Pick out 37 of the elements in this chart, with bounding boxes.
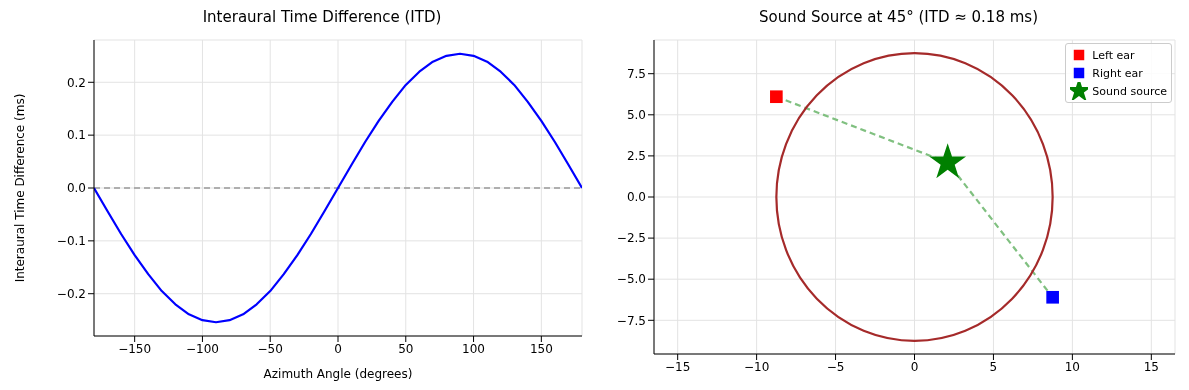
x-tick-label: −5 [826, 359, 845, 374]
x-axis-title: Azimuth Angle (degrees) [263, 367, 413, 381]
x-tick-label: −10 [743, 359, 770, 374]
x-tick-label: 150 [529, 341, 553, 356]
y-tick-label: 5.0 [626, 108, 646, 123]
x-tick-label: 50 [398, 341, 414, 356]
x-tick-label: −15 [665, 359, 691, 374]
y-tick-label: −0.1 [56, 234, 86, 249]
legend-label: Sound source [1092, 84, 1167, 98]
point [770, 90, 783, 104]
point [929, 143, 967, 179]
x-tick-label: −50 [257, 341, 283, 356]
y-tick-label: 0.1 [66, 128, 86, 143]
x-tick-label: 5 [989, 359, 998, 374]
y-tick-label: 0.0 [66, 181, 86, 196]
x-tick-label: −100 [185, 341, 219, 356]
legend-label: Right ear [1092, 66, 1143, 80]
chart-title: Interaural Time Difference (ITD) [201, 8, 443, 28]
y-tick-label: −5.0 [616, 272, 646, 287]
line-series [94, 52, 582, 324]
x-tick-label: 0 [910, 359, 919, 374]
x-tick-label: 10 [1064, 359, 1081, 374]
y-tick-label: 2.5 [626, 149, 646, 164]
y-tick-label: 7.5 [626, 66, 646, 81]
x-tick-label: 15 [1143, 359, 1159, 374]
legend-label: Left ear [1092, 48, 1135, 62]
y-axis-title: Interaural Time Difference (ms) [13, 93, 28, 283]
point [1046, 290, 1059, 304]
y-tick-label: −7.5 [616, 313, 646, 328]
x-tick-label: −150 [118, 341, 152, 356]
chart-title: Sound Source at 45° (ITD ≈ 0.18 ms) [758, 8, 1039, 28]
y-tick-label: −0.2 [56, 286, 86, 301]
x-tick-label: 0 [334, 341, 342, 356]
y-tick-label: 0.2 [66, 75, 86, 90]
x-tick-label: 100 [462, 341, 486, 356]
y-tick-label: 0.0 [626, 190, 646, 205]
y-tick-label: −2.5 [616, 231, 646, 246]
